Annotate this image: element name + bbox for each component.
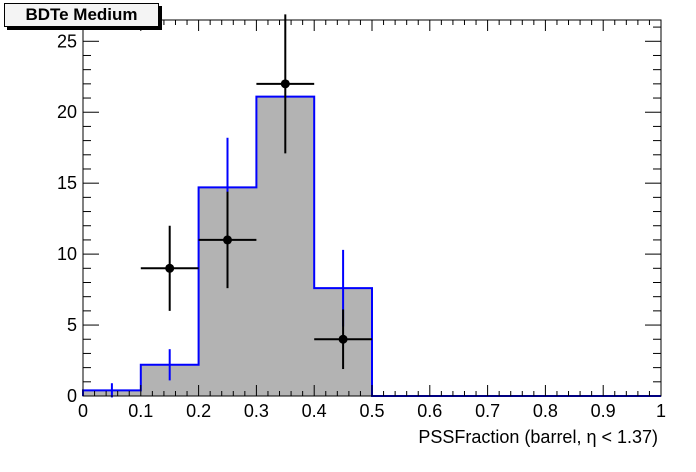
y-tick-label: 5 <box>67 315 77 335</box>
x-tick-label: 0.8 <box>533 401 558 421</box>
y-tick-label: 25 <box>57 31 77 51</box>
x-axis-label: PSSFraction (barrel, η < 1.37) <box>418 427 658 447</box>
x-tick-label: 0.2 <box>186 401 211 421</box>
chart-title: BDTe Medium <box>4 3 159 27</box>
x-tick-label: 1 <box>656 401 666 421</box>
data-points-layer <box>140 14 372 370</box>
y-tick-label: 15 <box>57 173 77 193</box>
y-tick-label: 10 <box>57 244 77 264</box>
x-tick-label: 0.1 <box>128 401 153 421</box>
y-tick-label: 0 <box>67 386 77 406</box>
x-tick-label: 0.4 <box>302 401 327 421</box>
data-point <box>223 235 232 245</box>
data-point <box>338 334 348 344</box>
x-tick-label: 0.3 <box>244 401 269 421</box>
data-point <box>280 79 290 89</box>
x-tick-label: 0 <box>78 401 88 421</box>
x-tick-label: 0.5 <box>359 401 384 421</box>
histogram-fill <box>83 96 661 396</box>
x-tick-label: 0.9 <box>591 401 616 421</box>
data-point <box>165 263 175 273</box>
x-tick-label: 0.6 <box>417 401 442 421</box>
y-tick-label: 20 <box>57 102 77 122</box>
x-tick-label: 0.7 <box>475 401 500 421</box>
